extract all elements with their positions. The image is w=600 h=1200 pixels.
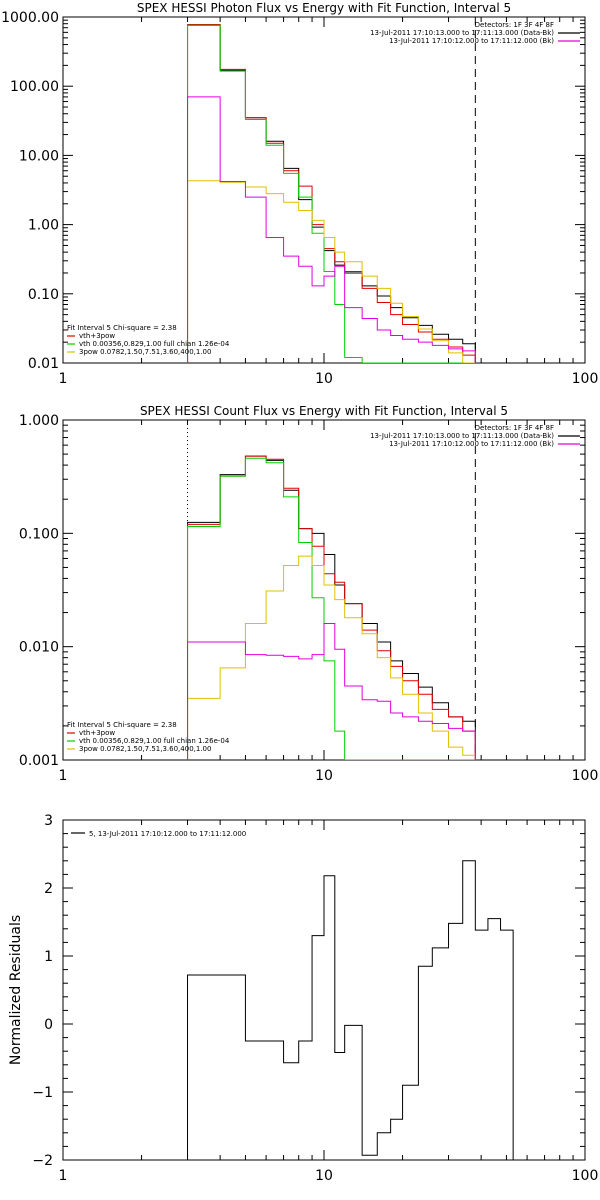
legend-entry: vth 0.00356,0.829,1.00 full chian 1.26e-… [79, 737, 230, 745]
plot-frame [62, 419, 586, 761]
x-tick-label: 10 [315, 371, 333, 387]
x-tick-label: 1 [59, 1168, 68, 1184]
x-tick-label: 1 [59, 768, 68, 784]
x-tick-label: 1 [59, 371, 68, 387]
y-tick-label: 0.10 [28, 287, 59, 303]
y-tick-label: 0 [44, 1017, 53, 1033]
series-1-line [187, 860, 514, 1160]
y-tick-label: 1 [44, 949, 53, 965]
legend-header: Detectors: 1F 3F 4F 8F [475, 21, 554, 29]
y-axis-label: Normalized Residuals [8, 915, 24, 1065]
legend-entry: vth+3pow [79, 729, 115, 737]
series-group [187, 860, 514, 1160]
legend-entry: vth+3pow [79, 332, 115, 340]
legend-entry: 3pow 0.0782,1.50,7.51,3.60,400,1.00 [79, 745, 211, 753]
series-3-line [187, 457, 476, 760]
series-1-line [187, 24, 476, 363]
series-4-line [187, 180, 476, 363]
y-tick-label: 100.00 [10, 79, 59, 95]
y-tick-label: 0.010 [19, 640, 59, 656]
y-tick-label: 2 [44, 881, 53, 897]
series-2-line [187, 23, 476, 363]
legend-entry: 5, 13-Jul-2011 17:10:12.000 to 17:11:12.… [89, 830, 246, 838]
plot-frame [62, 16, 586, 364]
chart-2: SPEX HESSI Count Flux vs Energy with Fit… [19, 404, 598, 784]
series-3-line [187, 24, 476, 363]
y-tick-label: −2 [32, 1153, 53, 1169]
legend-header: Detectors: 1F 3F 4F 8F [475, 424, 554, 432]
y-tick-label: −1 [32, 1085, 53, 1101]
series-4-line [187, 555, 476, 760]
series-group [187, 23, 476, 363]
series-2-line [187, 455, 476, 760]
legend-entry: 13-Jul-2011 17:10:12.000 to 17:11:12.000… [389, 440, 554, 448]
y-tick-label: 0.01 [28, 356, 59, 372]
legend-header: Fit Interval 5 Chi-square = 2.38 [67, 324, 177, 332]
legend-entry: 13-Jul-2011 17:10:13.000 to 17:11:13.000… [370, 432, 554, 440]
chart-title: SPEX HESSI Count Flux vs Energy with Fit… [140, 404, 508, 418]
x-tick-label: 100 [572, 1168, 599, 1184]
series-5-line [187, 96, 476, 363]
y-tick-label: 0.001 [19, 753, 59, 769]
y-tick-label: 10.00 [19, 148, 59, 164]
x-tick-label: 10 [315, 768, 333, 784]
y-tick-label: 1.00 [28, 218, 59, 234]
y-tick-label: 1.000 [19, 413, 59, 429]
plot-frame [62, 819, 586, 1161]
chart-3: Normalized Residuals 1 10 100 −2 −1 0 1 2 3 5, 13-… [8, 813, 598, 1184]
legend-entry: vth 0.00356,0.829,1.00 full chian 1.26e-… [79, 340, 230, 348]
chart-1: SPEX HESSI Photon Flux vs Energy with Fi… [1, 1, 598, 387]
legend-header: Fit Interval 5 Chi-square = 2.38 [67, 721, 177, 729]
y-tick-label: 0.100 [19, 526, 59, 542]
series-5-line [187, 623, 476, 760]
y-tick-label: 1000.00 [1, 10, 59, 26]
legend-entry: 13-Jul-2011 17:10:12.000 to 17:11:12.000… [389, 37, 554, 45]
chart-title: SPEX HESSI Photon Flux vs Energy with Fi… [137, 1, 511, 15]
x-tick-label: 100 [572, 371, 599, 387]
legend-entry: 13-Jul-2011 17:10:13.000 to 17:11:13.000… [370, 29, 554, 37]
x-tick-label: 10 [315, 1168, 333, 1184]
x-tick-label: 100 [572, 768, 599, 784]
series-group [187, 455, 476, 760]
y-tick-label: 3 [44, 813, 53, 829]
legend-entry: 3pow 0.0782,1.50,7.51,3.60,400,1.00 [79, 348, 211, 356]
